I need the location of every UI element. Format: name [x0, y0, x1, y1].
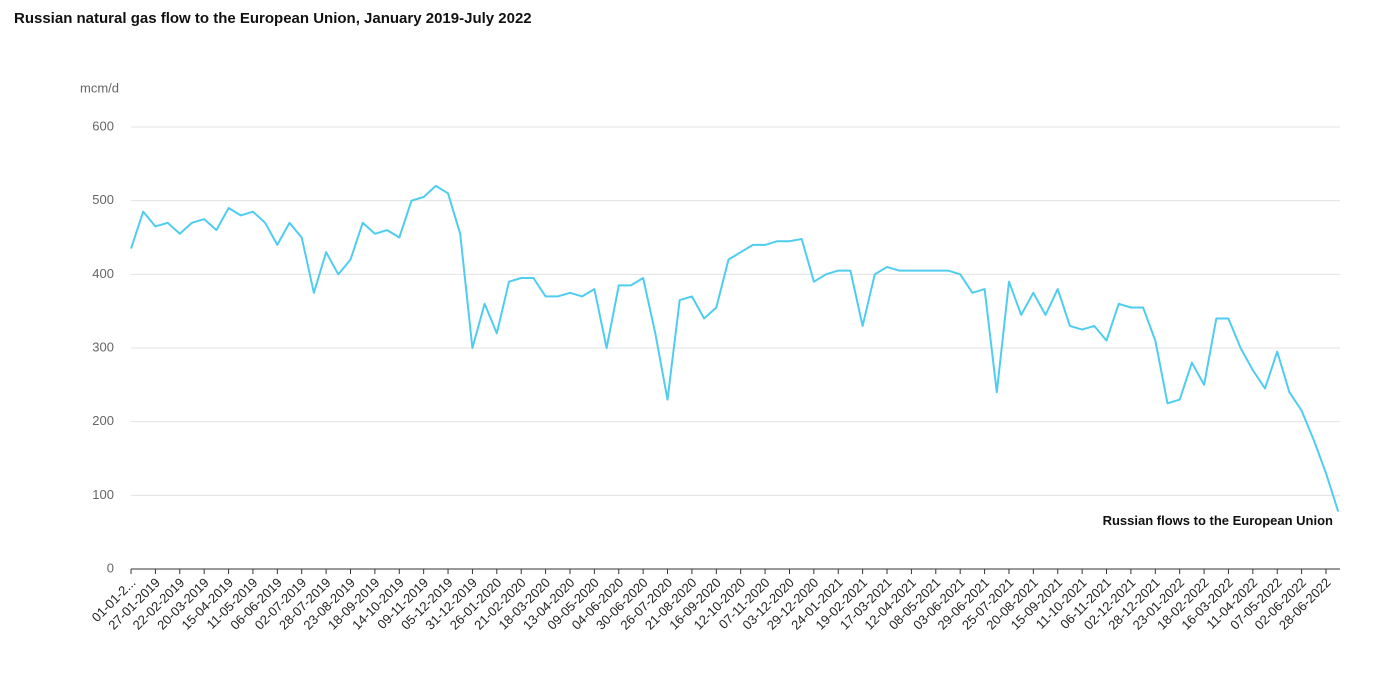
y-tick-label: 200 — [92, 413, 114, 428]
y-tick-label: 400 — [92, 266, 114, 281]
series-label: Russian flows to the European Union — [1103, 513, 1333, 528]
y-tick-label: 100 — [92, 487, 114, 502]
chart-title: Russian natural gas flow to the European… — [14, 10, 532, 27]
y-axis-label: mcm/d — [80, 80, 119, 95]
y-tick-label: 500 — [92, 192, 114, 207]
y-tick-label: 0 — [107, 560, 114, 575]
y-tick-label: 600 — [92, 118, 114, 133]
y-tick-label: 300 — [92, 339, 114, 354]
series-line — [130, 184, 1340, 512]
